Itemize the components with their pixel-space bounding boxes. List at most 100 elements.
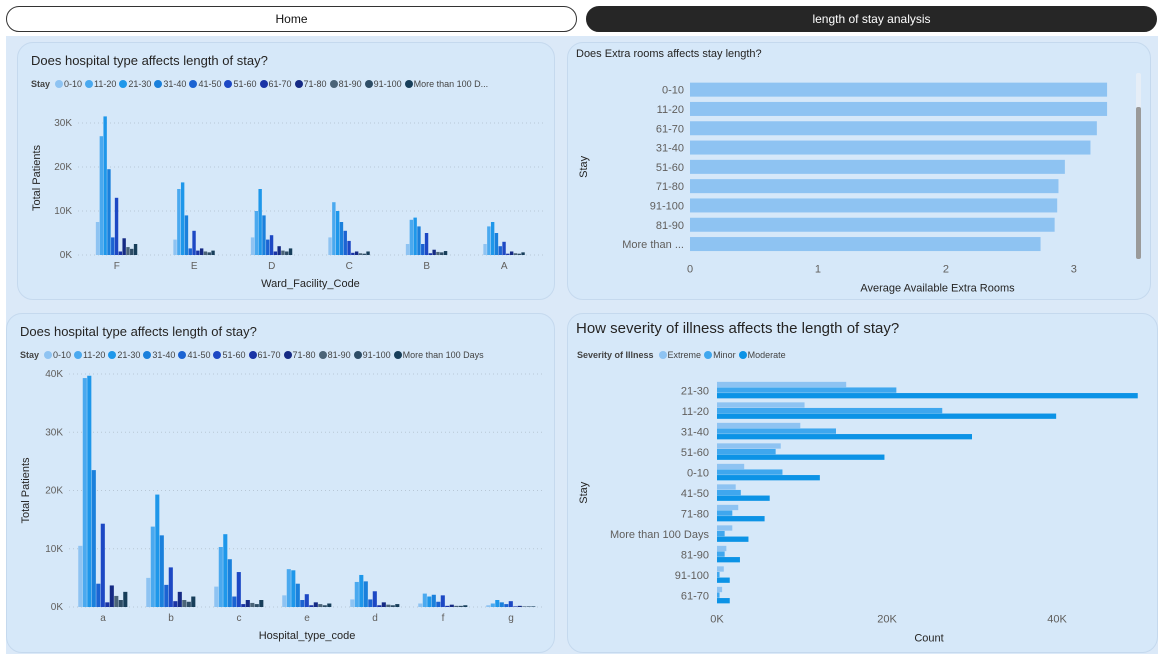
- legend-item[interactable]: 91-100: [364, 79, 402, 89]
- legend-item[interactable]: 71-80: [283, 350, 316, 360]
- bar: [196, 250, 200, 255]
- legend-label: 61-70: [268, 79, 292, 89]
- legend-label: 81-90: [338, 79, 362, 89]
- legend-swatch: [283, 351, 292, 359]
- x-axis-title: Hospital_type_code: [259, 630, 356, 642]
- bar: [449, 604, 454, 607]
- legend-title: Stay: [20, 350, 40, 360]
- x-axis-title: Ward_Facility_Code: [261, 278, 360, 290]
- legend-item[interactable]: 41-50: [189, 79, 221, 89]
- scrollbar-thumb[interactable]: [1136, 107, 1141, 259]
- bar: [717, 566, 724, 572]
- bar: [690, 140, 1091, 155]
- bar: [377, 605, 382, 607]
- bar: [717, 545, 727, 552]
- bar: [717, 407, 943, 414]
- bar: [717, 454, 885, 460]
- legend-item[interactable]: 0-10: [55, 79, 82, 89]
- bar: [717, 510, 733, 516]
- severity-chart-panel: How severity of illness affects the leng…: [567, 313, 1158, 653]
- legend-item[interactable]: 41-50: [178, 350, 210, 360]
- bar: [509, 251, 514, 255]
- bar: [413, 217, 417, 255]
- legend-label: 71-80: [303, 79, 327, 89]
- bar: [717, 413, 1057, 419]
- bar: [103, 116, 107, 256]
- legend-item[interactable]: 61-70: [248, 350, 281, 360]
- bar: [126, 247, 130, 255]
- legend-item[interactable]: 11-20: [85, 79, 116, 89]
- legend-label: 81-90: [327, 350, 351, 360]
- legend-item[interactable]: 81-90: [318, 350, 351, 360]
- legend-label: 21-30: [117, 350, 141, 360]
- legend-item[interactable]: 31-40: [143, 350, 175, 360]
- y-tick-label: 51-60: [656, 162, 684, 174]
- bar: [717, 402, 805, 408]
- legend-item[interactable]: 0-10: [44, 350, 71, 360]
- bar: [717, 381, 847, 388]
- x-tick-label: 1: [815, 264, 821, 276]
- bar: [291, 570, 296, 607]
- legend-swatch: [353, 351, 362, 359]
- home-tab[interactable]: Home: [6, 6, 577, 32]
- legend-item[interactable]: 51-60: [213, 350, 246, 360]
- bar: [463, 605, 468, 607]
- legend-item[interactable]: 21-30: [119, 79, 151, 89]
- bar: [717, 484, 736, 490]
- legend-label: 71-80: [292, 350, 316, 360]
- bar: [130, 248, 134, 255]
- bar: [173, 239, 177, 255]
- bar: [521, 252, 525, 255]
- legend-item[interactable]: 51-60: [224, 79, 257, 89]
- legend-item[interactable]: Moderate: [738, 350, 786, 360]
- y-axis-title: Stay: [578, 481, 590, 504]
- bar: [78, 545, 83, 607]
- bar: [526, 606, 531, 607]
- bar: [295, 583, 300, 607]
- legend-item[interactable]: More than 100 D...: [404, 79, 488, 89]
- bar: [254, 211, 259, 255]
- y-tick-label: More than ...: [622, 239, 684, 251]
- bar: [436, 601, 441, 607]
- y-tick-label: 11-20: [682, 406, 709, 418]
- bar: [168, 567, 173, 607]
- bar: [199, 248, 204, 255]
- bar: [177, 189, 181, 255]
- legend-item[interactable]: 61-70: [259, 79, 292, 89]
- y-tick-label: 31-40: [656, 143, 684, 155]
- bar: [717, 448, 776, 455]
- legend-item[interactable]: 71-80: [294, 79, 327, 89]
- legend-title: Stay: [31, 79, 51, 89]
- bar: [273, 251, 278, 255]
- bar: [250, 602, 255, 607]
- legend-label: 31-40: [152, 350, 176, 360]
- y-tick-label: 0-10: [687, 467, 709, 479]
- legend-item[interactable]: 91-100: [353, 350, 391, 360]
- bar: [717, 489, 741, 496]
- bar: [405, 244, 410, 255]
- legend-item[interactable]: 11-20: [74, 350, 105, 360]
- chart-title: Does hospital type affects length of sta…: [20, 324, 257, 339]
- legend-label: 41-50: [198, 79, 222, 89]
- legend-label: 0-10: [53, 350, 72, 360]
- bar: [150, 526, 155, 607]
- bar: [146, 577, 151, 607]
- x-tick-label: d: [372, 613, 378, 624]
- legend-swatch: [329, 80, 338, 88]
- chart-title: Does hospital type affects length of sta…: [31, 53, 268, 68]
- legend-item[interactable]: 31-40: [154, 79, 186, 89]
- bar: [717, 536, 749, 542]
- y-tick-label: 11-20: [657, 104, 684, 116]
- length-of-stay-tab[interactable]: length of stay analysis: [586, 6, 1157, 32]
- hospital-type-chart-panel: Does hospital type affects length of sta…: [6, 313, 555, 653]
- legend-item[interactable]: Minor: [704, 350, 736, 360]
- legend-item[interactable]: 81-90: [329, 79, 362, 89]
- bar: [207, 252, 211, 255]
- x-tick-label: f: [442, 613, 445, 624]
- legend-item[interactable]: 21-30: [108, 350, 140, 360]
- legend-item[interactable]: More than 100 Days: [393, 350, 484, 360]
- bar: [717, 495, 770, 501]
- legend-item[interactable]: Extreme: [658, 350, 701, 360]
- bar: [258, 189, 262, 255]
- bar: [490, 222, 495, 255]
